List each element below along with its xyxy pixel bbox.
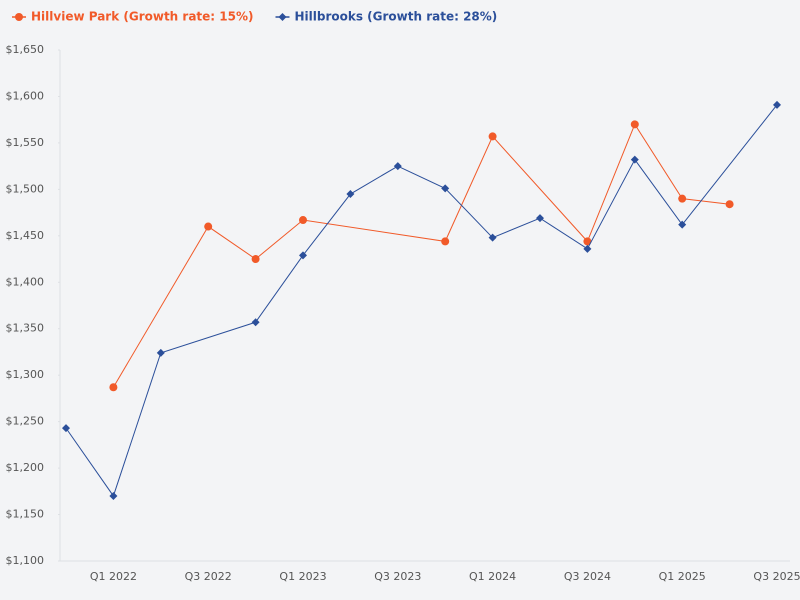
x-tick-label: Q1 2022 xyxy=(90,570,137,583)
point xyxy=(109,383,118,392)
point xyxy=(346,190,355,199)
point xyxy=(156,348,165,357)
y-tick-label: $1,200 xyxy=(6,461,45,474)
point xyxy=(441,237,450,246)
point xyxy=(393,162,402,171)
legend-text: Hillview Park (Growth rate: 15%) xyxy=(31,10,253,24)
legend-item: Hillbrooks (Growth rate: 28%) xyxy=(275,10,497,24)
x-tick-label: Q3 2024 xyxy=(564,570,611,583)
y-tick-label: $1,500 xyxy=(6,182,45,195)
legend-text: Hillbrooks (Growth rate: 28%) xyxy=(294,10,497,24)
x-tick-label: Q1 2024 xyxy=(469,570,516,583)
point xyxy=(299,251,307,260)
x-tick-label: Q1 2023 xyxy=(279,570,326,583)
y-tick-label: $1,650 xyxy=(6,43,45,56)
point xyxy=(630,120,639,129)
y-tick-label: $1,550 xyxy=(6,136,45,149)
point xyxy=(678,220,687,229)
point xyxy=(630,155,639,164)
point xyxy=(62,424,70,433)
y-tick-label: $1,600 xyxy=(6,89,45,102)
point xyxy=(583,244,592,253)
point xyxy=(488,132,497,141)
y-tick-label: $1,450 xyxy=(6,229,45,242)
point xyxy=(109,491,118,500)
point xyxy=(725,200,734,209)
y-tick-label: $1,400 xyxy=(6,275,45,288)
y-tick-label: $1,250 xyxy=(6,415,45,428)
y-tick-label: $1,150 xyxy=(6,508,45,521)
point xyxy=(299,216,307,225)
series-line xyxy=(112,123,730,388)
y-tick-label: $1,300 xyxy=(6,368,45,381)
point xyxy=(251,318,260,327)
point xyxy=(773,100,781,109)
x-tick-label: Q3 2023 xyxy=(374,570,421,583)
point xyxy=(441,184,450,193)
point xyxy=(488,233,497,242)
legend-item: Hillview Park (Growth rate: 15%) xyxy=(12,10,253,24)
x-tick-label: Q1 2025 xyxy=(659,570,706,583)
point xyxy=(583,237,592,246)
series-line xyxy=(65,104,778,498)
legend-marker xyxy=(278,13,287,21)
x-tick-label: Q3 2022 xyxy=(185,570,232,583)
point xyxy=(536,214,544,223)
point xyxy=(678,194,687,203)
x-tick-label: Q3 2025 xyxy=(753,570,800,583)
y-tick-label: $1,350 xyxy=(6,322,45,335)
point xyxy=(251,255,260,264)
y-tick-label: $1,100 xyxy=(6,554,45,567)
legend-marker xyxy=(15,13,23,21)
point xyxy=(204,222,213,231)
